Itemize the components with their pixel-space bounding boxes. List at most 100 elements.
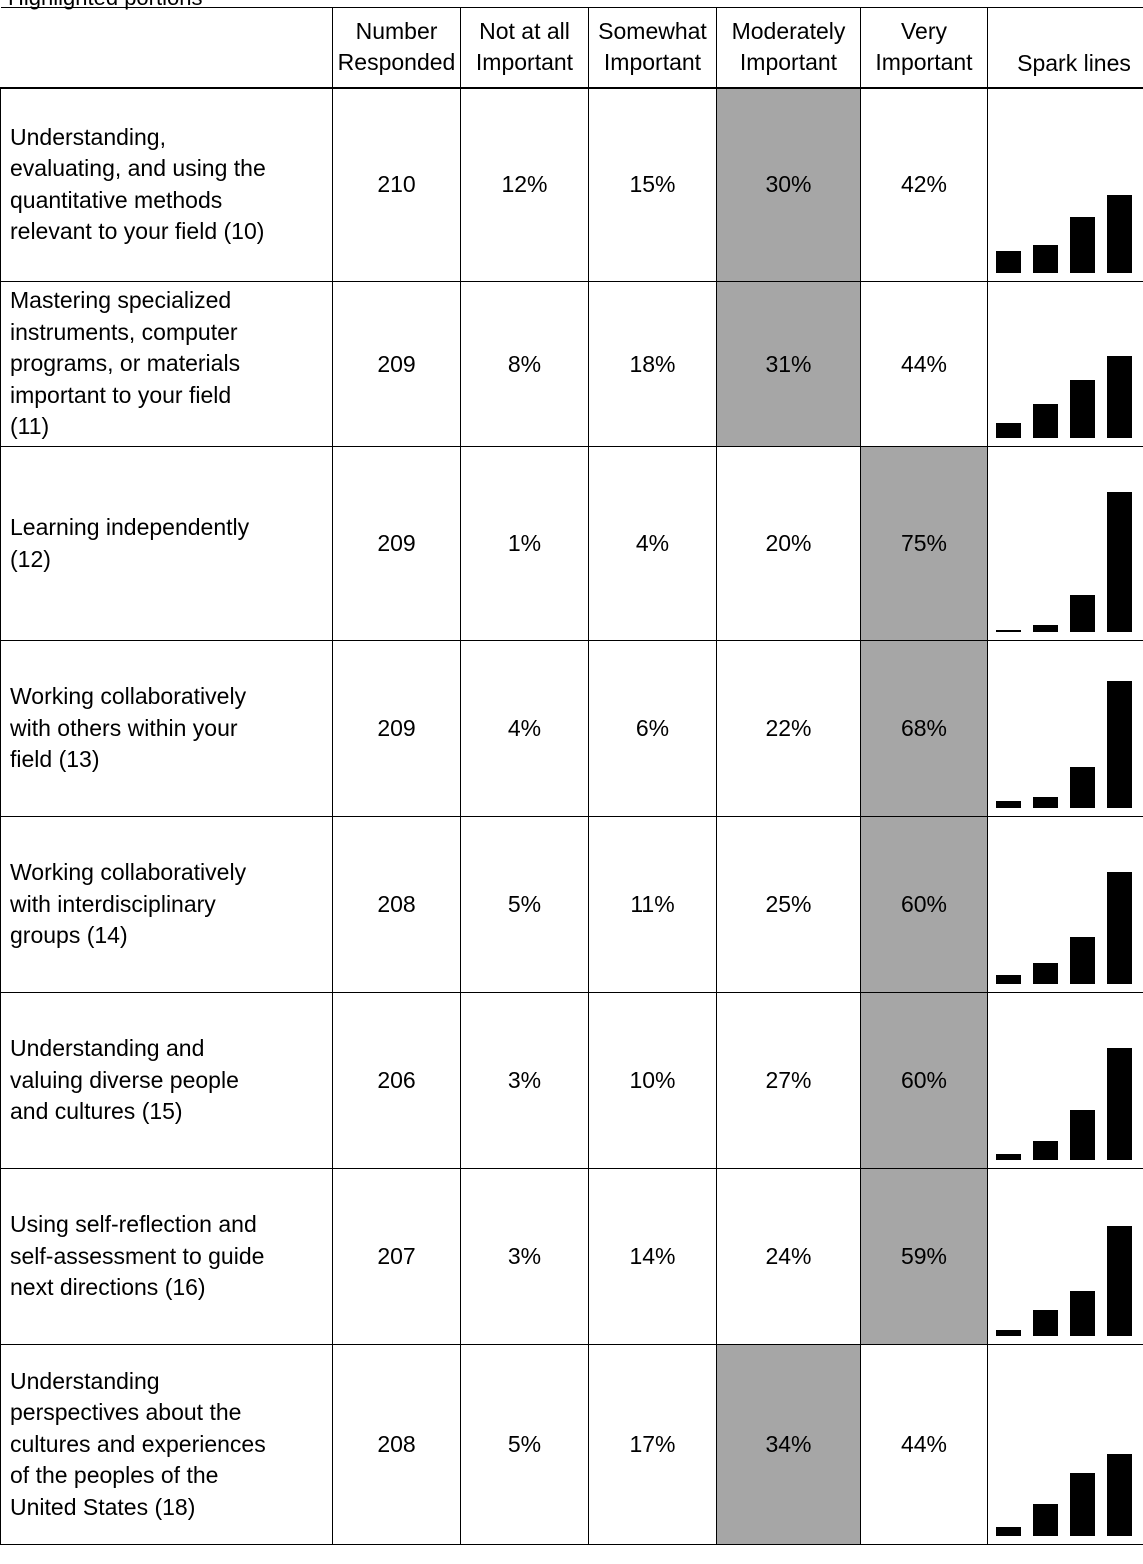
sparkline-bar: [1070, 937, 1095, 984]
item-label-cell: Understanding, evaluating, and using the q…: [0, 87, 333, 282]
very-cell: 42%: [860, 87, 988, 282]
very-cell: 68%: [860, 640, 988, 817]
very-cell: 75%: [860, 446, 988, 641]
sparkline-bar: [1033, 245, 1058, 273]
item-label-line: Working collaboratively: [10, 683, 247, 710]
item-label-cell: Working collaboratively with others withi…: [0, 640, 333, 817]
sparkline-bar: [1033, 963, 1058, 984]
sparkline-bar: [996, 630, 1021, 632]
item-label-line: Understanding and: [10, 1035, 205, 1062]
table-row: Working collaboratively with interdiscipl…: [0, 816, 1143, 993]
very-cell: 59%: [860, 1168, 988, 1345]
not-at-all-cell: 3%: [460, 992, 589, 1169]
item-label-cell: Learning independently (12): [0, 446, 333, 641]
not-at-all-cell: 12%: [460, 87, 589, 282]
item-label-line: instruments, computer: [10, 318, 238, 345]
item-label-line: Mastering specialized: [10, 287, 232, 314]
sparkline-bar: [1033, 625, 1058, 632]
moderately-cell: 20%: [716, 446, 861, 641]
sparkline-bar: [1070, 380, 1095, 438]
sparkline-bar: [1070, 1473, 1095, 1536]
item-label-line: (12): [10, 545, 51, 572]
somewhat-cell: 14%: [588, 1168, 717, 1345]
not-at-all-cell: 3%: [460, 1168, 589, 1345]
table-row: Learning independently (12) 209 1% 4% 20% 75%: [0, 446, 1143, 641]
table-row: Understanding and valuing diverse people a…: [0, 992, 1143, 1169]
sparkline-cell: [987, 992, 1143, 1169]
sparkline-bar: [1107, 872, 1132, 984]
item-label-line: Working collaboratively: [10, 859, 247, 886]
sparkline-cell: [987, 1168, 1143, 1345]
not-at-all-cell: 1%: [460, 446, 589, 641]
item-label-line: groups (14): [10, 922, 128, 949]
sparkline-cell: [987, 816, 1143, 993]
item-label-cell: Understanding perspectives about the cultu…: [0, 1344, 333, 1545]
number-responded-cell: 209: [332, 446, 461, 641]
item-label-line: cultures and experiences: [10, 1430, 266, 1457]
sparkline-bar: [1070, 1110, 1095, 1160]
item-label-line: programs, or materials: [10, 350, 241, 377]
item-label-line: with others within your: [10, 714, 238, 741]
somewhat-cell: 18%: [588, 281, 717, 447]
table-row: Understanding perspectives about the cultu…: [0, 1344, 1143, 1545]
sparkline-bar: [1033, 1141, 1058, 1160]
item-label-cell: Working collaboratively with interdiscipl…: [0, 816, 333, 993]
sparkline-cell: [987, 1344, 1143, 1545]
item-label-line: Understanding: [10, 1367, 160, 1394]
not-at-all-cell: 5%: [460, 1344, 589, 1545]
item-label-line: United States (18): [10, 1493, 196, 1520]
header-moderately-important: Moderately Important: [716, 7, 861, 89]
not-at-all-cell: 8%: [460, 281, 589, 447]
sparkline-bar: [996, 801, 1021, 808]
item-label-line: (11): [10, 413, 50, 440]
number-responded-cell: 206: [332, 992, 461, 1169]
header-row: Number Responded Not at all Important So…: [0, 7, 1143, 89]
somewhat-cell: 17%: [588, 1344, 717, 1545]
number-responded-cell: 209: [332, 640, 461, 817]
sparkline-cell: [987, 640, 1143, 817]
moderately-cell: 25%: [716, 816, 861, 993]
sparkline-bar: [1107, 1048, 1132, 1160]
item-label-line: important to your field: [10, 381, 232, 408]
number-responded-cell: 208: [332, 1344, 461, 1545]
sparkline-cell: [987, 281, 1143, 447]
moderately-cell: 27%: [716, 992, 861, 1169]
sparkline-bar: [1107, 1226, 1132, 1336]
table-row: Understanding, evaluating, and using the q…: [0, 87, 1143, 282]
somewhat-cell: 6%: [588, 640, 717, 817]
survey-table: Number Responded Not at all Important So…: [0, 7, 1143, 1545]
sparkline-bar: [1070, 1291, 1095, 1336]
item-label-line: field (13): [10, 746, 100, 773]
item-label-cell: Understanding and valuing diverse people a…: [0, 992, 333, 1169]
sparkline-bar: [996, 1330, 1021, 1336]
moderately-cell: 31%: [716, 281, 861, 447]
item-label-line: Understanding,: [10, 123, 166, 150]
item-label-line: Learning independently: [10, 514, 250, 540]
sparkline-bar: [996, 251, 1021, 273]
item-label-line: with interdisciplinary: [10, 890, 216, 917]
table-row: Working collaboratively with others withi…: [0, 640, 1143, 817]
sparkline-bar: [996, 1154, 1021, 1160]
item-label-line: self-assessment to guide: [10, 1242, 265, 1269]
item-label-line: quantitative methods: [10, 186, 223, 213]
item-label-cell: Mastering specialized instruments, comput…: [0, 281, 333, 447]
sparkline-bar: [1033, 1504, 1058, 1536]
sparkline-bar: [1107, 356, 1132, 438]
sparkline-bar: [1070, 767, 1095, 808]
moderately-cell: 22%: [716, 640, 861, 817]
item-label-line: valuing diverse people: [10, 1066, 239, 1093]
sparkline-bar: [1070, 217, 1095, 273]
sparkline-cell: [987, 87, 1143, 282]
sparkline-bar: [1033, 404, 1058, 438]
top-caption: Highlighted portions: [8, 0, 202, 10]
header-not-at-all-important: Not at all Important: [460, 7, 589, 89]
header-very-important: Very Important: [860, 7, 988, 89]
header-somewhat-important: Somewhat Important: [588, 7, 717, 89]
sparkline-bar: [996, 423, 1021, 438]
somewhat-cell: 4%: [588, 446, 717, 641]
very-cell: 60%: [860, 816, 988, 993]
table-row: Mastering specialized instruments, comput…: [0, 281, 1143, 447]
number-responded-cell: 207: [332, 1168, 461, 1345]
table-body: Understanding, evaluating, and using the q…: [0, 87, 1143, 1545]
item-label-cell: Using self-reflection and self-assessment…: [0, 1168, 333, 1345]
